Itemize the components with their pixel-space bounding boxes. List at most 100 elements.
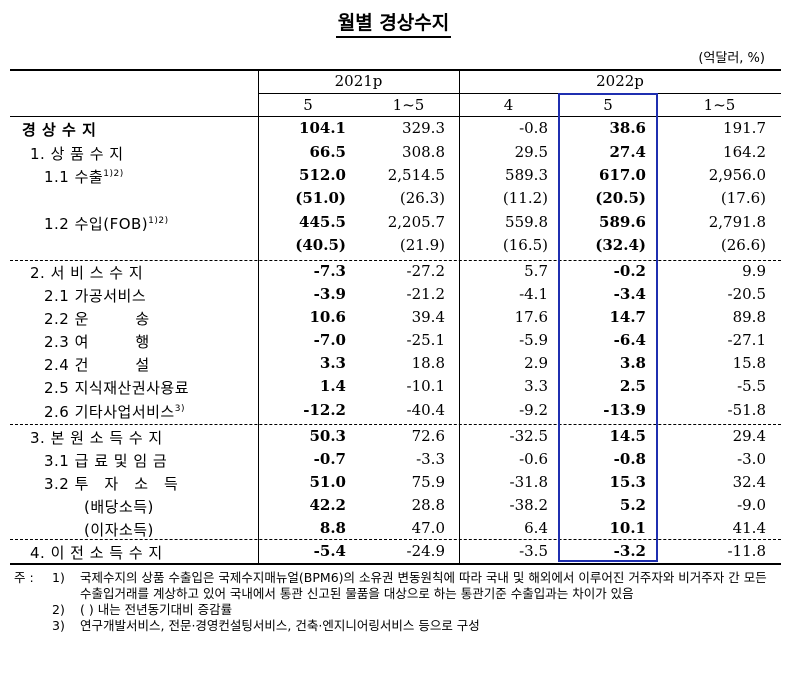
table-cell: 1.4 [319, 377, 346, 395]
table-cell: 559.8 [505, 213, 548, 231]
header-col: 4 [503, 96, 514, 114]
table-cell: -20.5 [727, 285, 766, 303]
row-label-text: 2.5 지식재산권사용료 [44, 379, 190, 397]
table-cell: 66.5 [309, 143, 346, 161]
row-label-text: 2.1 가공서비스 [44, 287, 147, 305]
table-cell: -13.9 [603, 401, 646, 419]
table-bottom-rule [10, 563, 781, 565]
table-cell: 15.3 [609, 473, 646, 491]
row-label: (배당소득) [84, 496, 154, 517]
table-cell: 17.6 [514, 308, 548, 326]
table-cell: (26.3) [399, 189, 445, 207]
footnote-number: 1) [52, 570, 65, 585]
table-cell: -24.9 [406, 542, 445, 560]
table-cell: 3.3 [524, 377, 548, 395]
table-cell: -27.2 [406, 262, 445, 280]
table-cell: -11.8 [727, 542, 766, 560]
row-label-text: (이자소득) [84, 521, 154, 539]
table-cell: 42.2 [309, 496, 346, 514]
table-cell: 39.4 [411, 308, 445, 326]
footnote-marker: 1)2) [148, 216, 169, 226]
table-cell: 8.8 [319, 519, 346, 537]
row-label-text: 1.1 수출 [44, 168, 104, 186]
row-label: 3.1 급 료 및 임 금 [44, 450, 167, 471]
table-cell: 14.7 [609, 308, 646, 326]
table-top-rule [10, 69, 781, 71]
table-cell: (51.0) [295, 189, 346, 207]
row-label-text: 2. 서 비 스 수 지 [30, 264, 144, 282]
row-label-text: 2.6 기타사업서비스 [44, 403, 175, 421]
table-cell: -7.0 [313, 331, 346, 349]
row-label-text: 3.1 급 료 및 임 금 [44, 452, 168, 470]
row-label: 2.4 건 설 [44, 354, 150, 375]
header-year-2021: 2021p [334, 72, 383, 90]
table-cell: 18.8 [411, 354, 445, 372]
column-divider [459, 70, 460, 563]
table-cell: 41.4 [732, 519, 766, 537]
table-cell: 3.3 [319, 354, 346, 372]
table-cell: 2,956.0 [708, 166, 766, 184]
footnote: 주 : 1) 국제수지의 상품 수출입은 국제수지매뉴얼(BPM6)의 소유권 … [14, 570, 779, 602]
table-cell: -25.1 [406, 331, 445, 349]
table-cell: -6.4 [613, 331, 646, 349]
table-cell: 6.4 [524, 519, 548, 537]
table-cell: 191.7 [723, 119, 766, 137]
row-label: 3. 본 원 소 득 수 지 [30, 427, 163, 448]
table-cell: -38.2 [509, 496, 548, 514]
table-cell: -3.9 [313, 285, 346, 303]
table-cell: 75.9 [411, 473, 445, 491]
footnote-text: ( ) 내는 전년동기대비 증감률 [80, 602, 233, 617]
table-cell: -5.5 [737, 377, 766, 395]
header-col: 1~5 [703, 96, 736, 114]
row-label-text: (배당소득) [84, 498, 154, 516]
row-label: (이자소득) [84, 519, 154, 540]
table-cell: 617.0 [599, 166, 646, 184]
table-cell: -12.2 [303, 401, 346, 419]
row-label-text: 2.3 여 행 [44, 333, 150, 351]
header-col: 1~5 [392, 96, 425, 114]
table-cell: 329.3 [402, 119, 445, 137]
page-title: 월별 경상수지 [0, 8, 787, 38]
table-cell: 38.6 [609, 119, 646, 137]
section-divider [10, 424, 781, 425]
row-label: 1. 상 품 수 지 [30, 143, 124, 164]
footnote: 2) ( ) 내는 전년동기대비 증감률 [14, 602, 779, 618]
table-cell: (20.5) [595, 189, 646, 207]
table-cell: -3.2 [613, 542, 646, 560]
table-cell: -9.0 [737, 496, 766, 514]
column-divider [258, 70, 259, 563]
row-label-text: 3. 본 원 소 득 수 지 [30, 429, 163, 447]
table-cell: 9.9 [742, 262, 766, 280]
table-cell: -0.8 [519, 119, 548, 137]
table-cell: 89.8 [732, 308, 766, 326]
table-cell: -0.2 [613, 262, 646, 280]
unit-label: (억달러, %) [698, 51, 765, 66]
table-cell: -31.8 [509, 473, 548, 491]
table-cell: -51.8 [727, 401, 766, 419]
table-cell: -3.3 [416, 450, 445, 468]
table-cell: 2,791.8 [708, 213, 766, 231]
row-label: 2. 서 비 스 수 지 [30, 262, 143, 283]
table-cell: 29.4 [732, 427, 766, 445]
footnote-lead [14, 602, 52, 618]
table-cell: -21.2 [406, 285, 445, 303]
table-cell: 2,514.5 [387, 166, 445, 184]
footnote: 3) 연구개발서비스, 전문·경영컨설팅서비스, 건축·엔지니어링서비스 등으로… [14, 618, 779, 634]
footnotes: 주 : 1) 국제수지의 상품 수출입은 국제수지매뉴얼(BPM6)의 소유권 … [14, 570, 779, 634]
table-cell: 2.5 [619, 377, 646, 395]
highlight-box-2022-may [558, 93, 658, 562]
table-cell: 2.9 [524, 354, 548, 372]
table-cell: -27.1 [727, 331, 766, 349]
table-cell: -10.1 [406, 377, 445, 395]
table-cell: 5.7 [524, 262, 548, 280]
footnote-number: 2) [52, 602, 65, 617]
table-cell: -4.1 [519, 285, 548, 303]
table-cell: -5.4 [313, 542, 346, 560]
table-cell: -0.6 [519, 450, 548, 468]
header-bottom-rule [10, 116, 781, 117]
footnote-marker: 3) [174, 404, 185, 414]
table-cell: 589.3 [505, 166, 548, 184]
table-cell: 10.1 [609, 519, 646, 537]
table-cell: 27.4 [609, 143, 646, 161]
footnote-number: 3) [52, 618, 65, 633]
